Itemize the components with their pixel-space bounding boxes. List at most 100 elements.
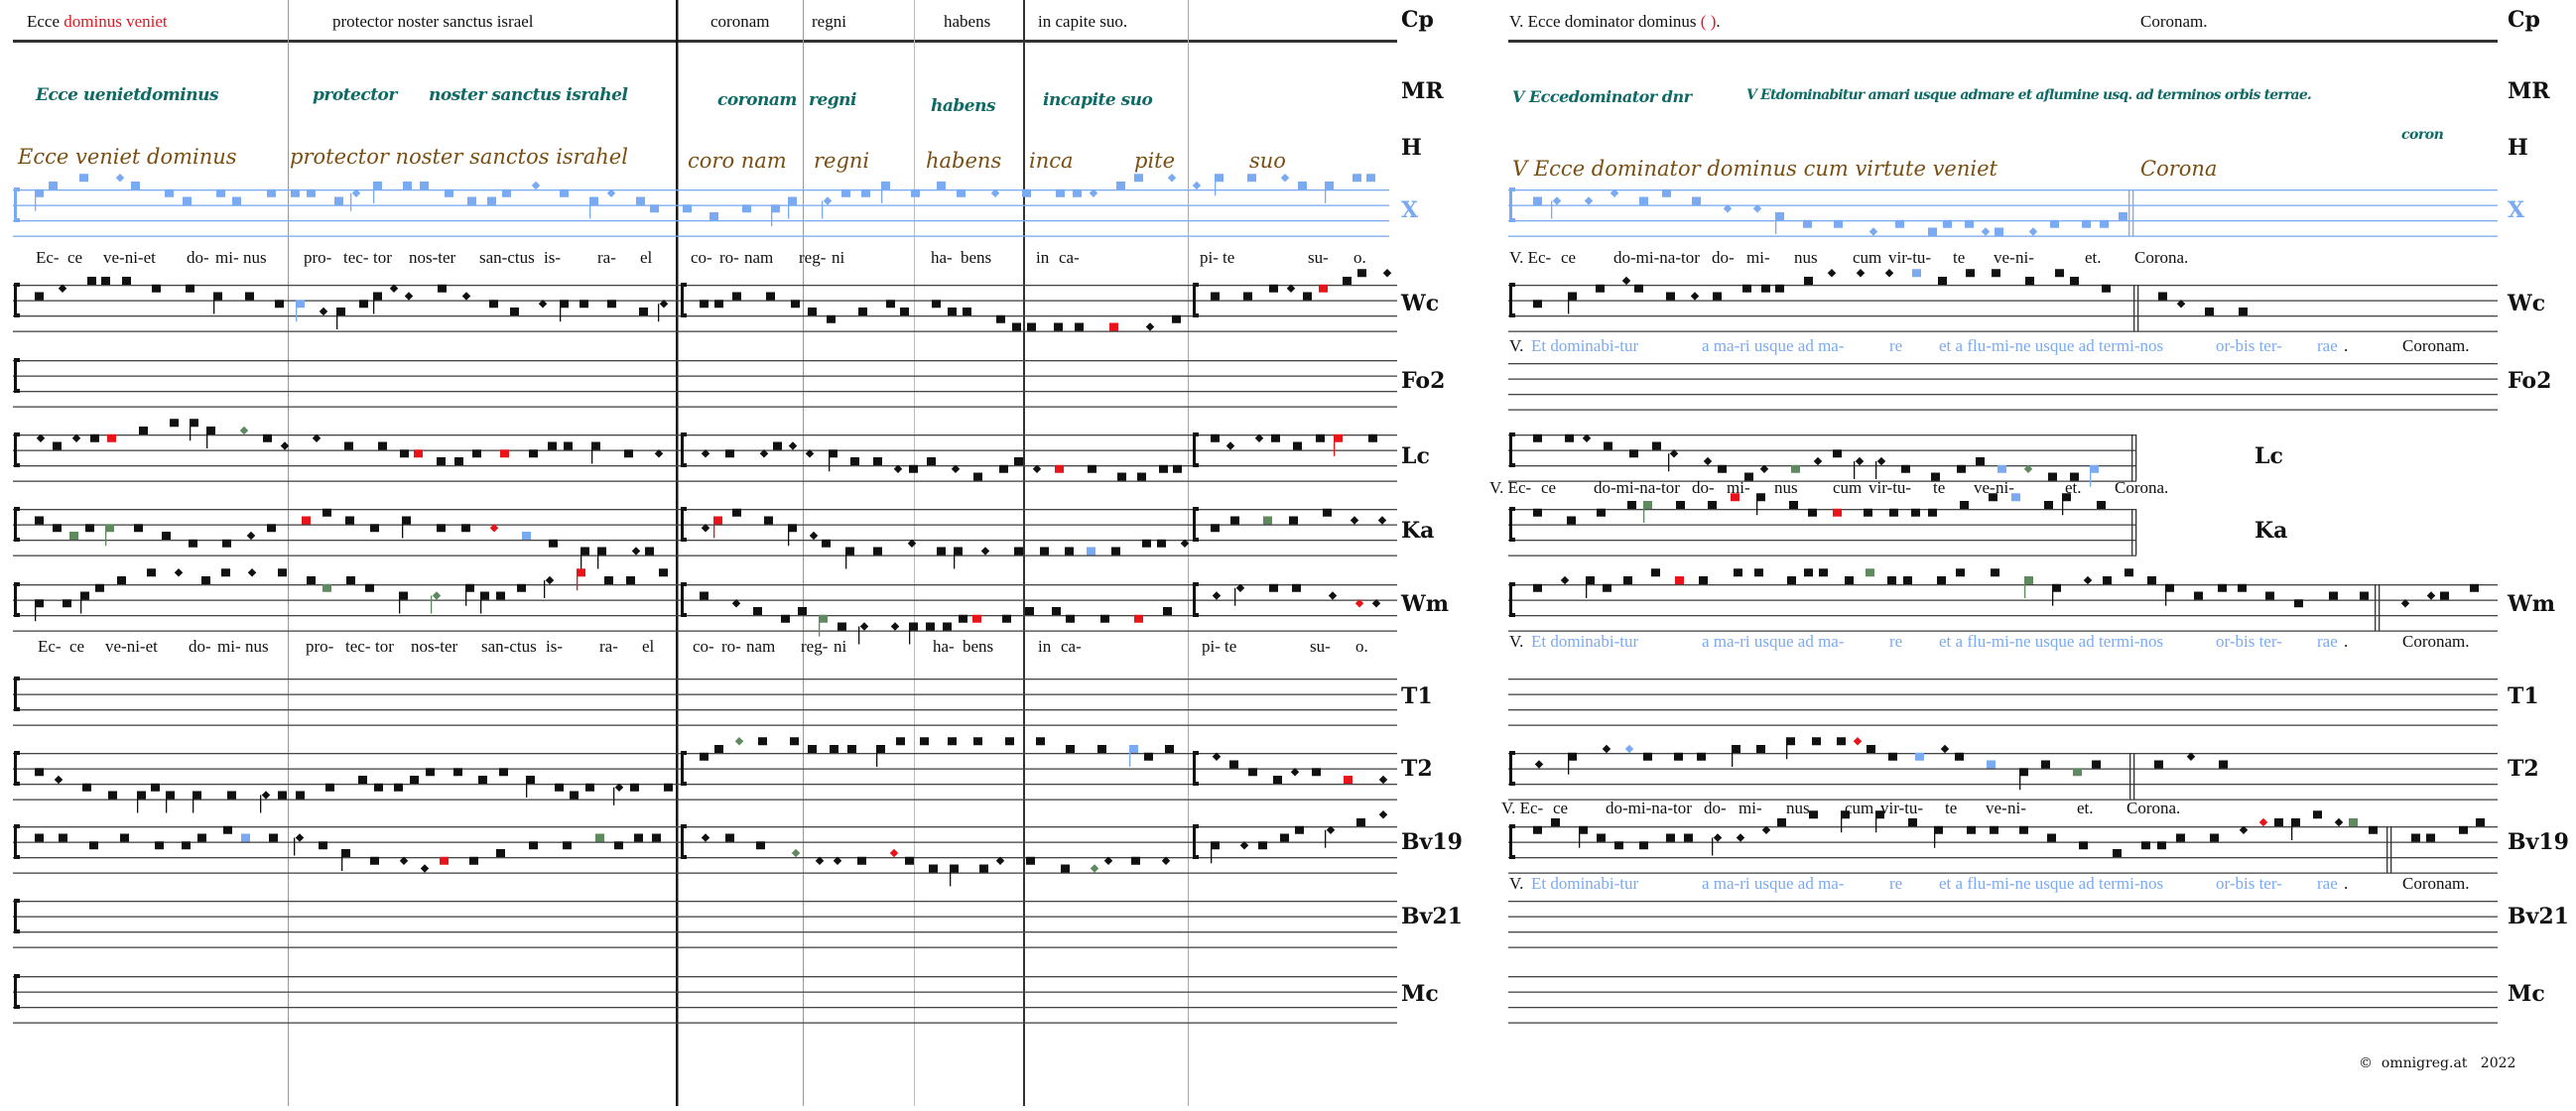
verse-syllable: V. Ec- xyxy=(1489,478,1532,497)
verse-syllable: ni- xyxy=(2015,248,2034,267)
neume-note xyxy=(322,508,331,517)
neume-note xyxy=(82,783,91,792)
neume-note xyxy=(659,568,668,577)
staff-wc-line xyxy=(1508,330,2498,332)
neume-note xyxy=(950,864,959,873)
c-clef-icon xyxy=(1193,824,1199,859)
lyric-syllable: reg- xyxy=(799,248,827,267)
neume-note xyxy=(896,737,905,746)
neume-note xyxy=(232,196,241,205)
neume-note xyxy=(526,776,535,784)
staff-lc-line xyxy=(13,465,1397,467)
header-segment: regni xyxy=(812,12,846,31)
lyric-syllable: te xyxy=(1224,637,1237,656)
lyric-syllable: Ec- xyxy=(38,637,62,656)
neume-diamond xyxy=(1192,181,1202,190)
neume-note xyxy=(1775,284,1784,293)
neume-note xyxy=(165,188,174,197)
lyric-syllable: mi- xyxy=(215,248,239,267)
double-barline xyxy=(2135,509,2137,556)
neume-note xyxy=(1627,501,1636,509)
lyric-syllable: ca- xyxy=(1059,248,1080,267)
neume-note xyxy=(489,300,498,309)
neume-note xyxy=(1634,284,1643,293)
neume-note xyxy=(943,622,952,631)
verse-dot: . xyxy=(2344,336,2349,355)
neume-note xyxy=(827,314,836,323)
double-barline xyxy=(2135,434,2137,481)
neume-note xyxy=(399,591,408,600)
neume-diamond xyxy=(1560,575,1570,585)
neume-stem xyxy=(822,200,824,219)
neume-note xyxy=(469,856,478,865)
neume-stem xyxy=(613,787,615,805)
neume-note xyxy=(1928,508,1937,517)
ms-mr-text: incapite suo xyxy=(1043,90,1153,110)
neume-stem xyxy=(544,580,546,598)
staff-lc-line xyxy=(1508,480,2136,482)
neume-note xyxy=(1754,568,1763,577)
neume-diamond xyxy=(1940,744,1950,754)
neume-note xyxy=(2073,768,2082,777)
neume-note xyxy=(2274,818,2283,826)
neume-diamond xyxy=(815,856,825,865)
label-mc: Mc xyxy=(1401,981,1439,1007)
neume-diamond xyxy=(489,524,499,533)
neume-note xyxy=(1280,833,1289,842)
neume-note xyxy=(1597,508,1606,517)
neume-note xyxy=(788,524,797,533)
neume-stem xyxy=(1775,216,1777,234)
neume-note xyxy=(829,449,837,458)
neume-note xyxy=(2062,493,2071,502)
neume-diamond xyxy=(859,622,869,631)
neume-note xyxy=(2158,292,2167,301)
neume-stem xyxy=(336,311,338,329)
neume-note xyxy=(911,188,920,197)
neume-note xyxy=(1967,825,1976,834)
neume-diamond xyxy=(545,575,555,585)
neume-diamond xyxy=(2400,599,2410,608)
neume-note xyxy=(847,745,856,753)
staff-bv19-line xyxy=(13,841,1397,843)
neume-note xyxy=(1819,568,1828,577)
neume-note xyxy=(2239,308,2248,315)
label-cp: Cp xyxy=(2508,7,2540,33)
neume-note xyxy=(714,745,723,753)
neume-note xyxy=(1786,737,1795,746)
neume-note xyxy=(502,188,511,197)
neume-note xyxy=(291,188,300,197)
neume-note xyxy=(1756,493,1765,502)
neume-note xyxy=(53,524,62,533)
verse-syllable: te xyxy=(1933,478,1946,497)
lyric-syllable: co- xyxy=(693,637,714,656)
double-barline xyxy=(2137,285,2139,331)
neume-note xyxy=(1666,833,1675,842)
neume-diamond xyxy=(1212,752,1222,761)
neume-stem xyxy=(1215,178,1217,196)
neume-note xyxy=(2157,841,2166,850)
neume-note xyxy=(932,300,941,309)
neume-note xyxy=(2052,583,2061,592)
neume-note xyxy=(1269,284,1278,293)
neume-note xyxy=(700,591,708,600)
neume-note xyxy=(1928,227,1937,236)
neume-note xyxy=(973,737,982,746)
lyric-syllable: ro- xyxy=(719,248,739,267)
verse-syllable: ni- xyxy=(1996,478,2014,497)
staff-wm-line xyxy=(1508,584,2498,586)
neume-note xyxy=(345,516,354,525)
lyric-syllable: te xyxy=(1223,248,1235,267)
neume-note xyxy=(2041,760,2050,769)
neume-diamond xyxy=(432,591,442,600)
verse-syllable: Corona. xyxy=(2115,478,2169,497)
neume-note xyxy=(223,825,232,834)
neume-diamond xyxy=(1884,269,1894,278)
neume-stem xyxy=(881,185,883,203)
staff-t1-line xyxy=(1508,724,2498,726)
staff-ka-line xyxy=(13,509,1397,511)
label-mr: MR xyxy=(1401,78,1444,104)
neume-note xyxy=(861,188,870,197)
neume-note xyxy=(1172,314,1181,323)
staff-t2-line xyxy=(1508,799,2498,801)
neume-diamond xyxy=(351,188,361,197)
